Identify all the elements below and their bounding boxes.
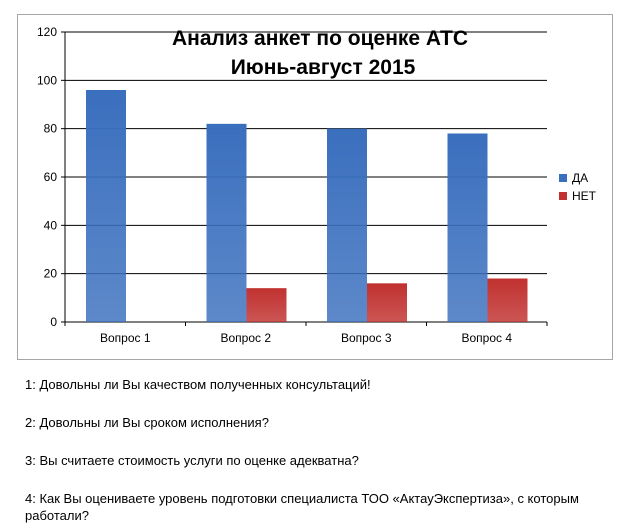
question-note-3: 3: Вы считаете стоимость услуги по оценк…	[25, 453, 359, 468]
y-tick-label: 20	[44, 267, 58, 281]
bar-net-2	[246, 288, 287, 322]
bar-net-4	[487, 278, 528, 322]
question-notes: 1: Довольны ли Вы качеством полученных к…	[25, 376, 615, 524]
legend-swatch-da	[559, 174, 567, 182]
question-note-1: 1: Довольны ли Вы качеством полученных к…	[25, 377, 371, 392]
x-tick-label: Вопрос 3	[341, 331, 392, 345]
question-note-2: 2: Довольны ли Вы сроком исполнения?	[25, 415, 269, 430]
y-tick-label: 80	[44, 122, 58, 136]
x-tick-label: Вопрос 2	[220, 331, 271, 345]
chart-title: Анализ анкет по оценке АТС	[172, 27, 468, 50]
bar-net-3	[367, 283, 407, 322]
chart-subtitle: Июнь-август 2015	[231, 56, 416, 79]
question-note-4: 4: Как Вы оцениваете уровень подготовки …	[25, 491, 579, 523]
y-tick-label: 120	[37, 25, 57, 39]
x-tick-label: Вопрос 1	[100, 331, 151, 345]
legend-label-da: ДА	[572, 171, 588, 185]
y-tick-label: 40	[44, 218, 58, 232]
x-tick-label: Вопрос 4	[461, 331, 512, 345]
bar-da-3	[327, 128, 367, 322]
bar-chart: 0 20 40 60 80 100 120 Вопрос 1 Вопрос 2 Вопрос 3 В…	[37, 25, 597, 345]
y-tick-label: 0	[50, 315, 57, 329]
legend-label-net: НЕТ	[572, 189, 597, 203]
y-tick-label: 100	[37, 73, 57, 87]
bar-da-4	[447, 133, 488, 322]
bar-da-1	[86, 90, 126, 322]
legend-swatch-net	[559, 192, 567, 200]
bar-da-2	[206, 123, 247, 322]
y-tick-label: 60	[44, 170, 58, 184]
